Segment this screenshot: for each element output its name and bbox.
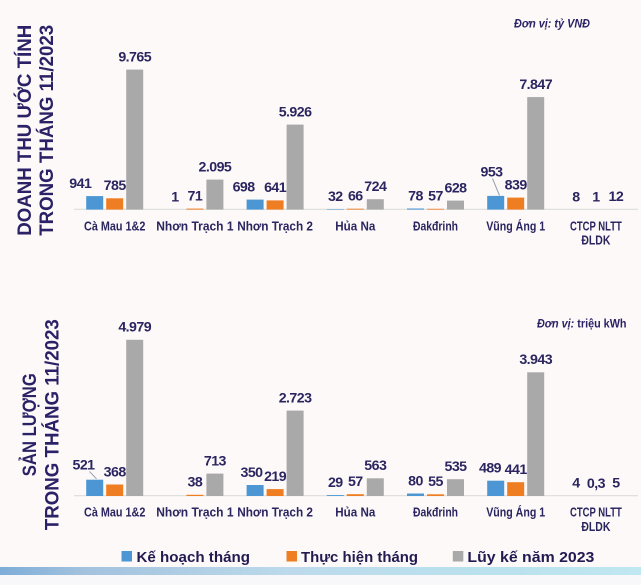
svg-text:12: 12 (609, 189, 624, 205)
svg-text:55: 55 (428, 474, 443, 490)
svg-text:57: 57 (348, 474, 363, 490)
svg-text:4.979: 4.979 (118, 320, 151, 336)
svg-text:TRONG THÁNG 11/2023: TRONG THÁNG 11/2023 (41, 319, 64, 530)
svg-text:ĐLDK: ĐLDK (581, 519, 610, 534)
svg-text:8: 8 (572, 189, 580, 205)
svg-text:Vũng Áng 1: Vũng Áng 1 (486, 505, 545, 520)
svg-text:941: 941 (69, 176, 92, 192)
svg-text:5.926: 5.926 (279, 104, 312, 120)
svg-text:219: 219 (264, 469, 287, 485)
svg-text:641: 641 (264, 180, 287, 196)
svg-text:32: 32 (328, 189, 343, 205)
svg-text:CTCP NLTT: CTCP NLTT (570, 505, 622, 520)
svg-text:Hủa Na: Hủa Na (335, 218, 376, 233)
svg-text:1: 1 (592, 189, 600, 205)
svg-text:Đơn vị: tỷ VNĐ: Đơn vị: tỷ VNĐ (514, 17, 590, 31)
svg-text:713: 713 (204, 453, 227, 469)
svg-text:Vũng Áng 1: Vũng Áng 1 (486, 218, 545, 233)
svg-text:Lũy kế năm 2023: Lũy kế năm 2023 (467, 549, 594, 566)
svg-text:9.765: 9.765 (118, 49, 151, 65)
svg-text:368: 368 (104, 464, 127, 480)
svg-text:Thực hiện tháng: Thực hiện tháng (301, 549, 418, 566)
svg-text:Đakđrinh: Đakđrinh (413, 505, 458, 520)
svg-text:TRONG THÁNG 11/2023: TRONG THÁNG 11/2023 (35, 25, 58, 236)
svg-text:535: 535 (444, 459, 467, 475)
svg-text:DOANH THU ƯỚC TÍNH: DOANH THU ƯỚC TÍNH (12, 25, 36, 236)
svg-text:Kế hoạch tháng: Kế hoạch tháng (137, 549, 251, 566)
svg-text:CTCP NLTT: CTCP NLTT (570, 218, 622, 233)
svg-text:Nhơn Trạch 2: Nhơn Trạch 2 (237, 218, 313, 233)
svg-text:839: 839 (505, 177, 528, 193)
svg-text:ĐLDK: ĐLDK (581, 233, 610, 248)
svg-text:29: 29 (328, 475, 343, 491)
svg-text:350: 350 (240, 465, 263, 481)
svg-text:2.723: 2.723 (279, 390, 312, 406)
svg-text:71: 71 (188, 188, 203, 204)
svg-text:953: 953 (480, 165, 503, 181)
svg-text:521: 521 (72, 458, 95, 474)
svg-text:Cà Mau 1&2: Cà Mau 1&2 (84, 218, 145, 233)
svg-text:Nhơn Trạch 1: Nhơn Trạch 1 (156, 218, 233, 233)
svg-text:489: 489 (479, 461, 502, 477)
svg-text:785: 785 (104, 178, 127, 194)
svg-text:563: 563 (364, 458, 387, 474)
svg-text:SẢN LƯỢNG: SẢN LƯỢNG (18, 373, 41, 476)
svg-text:Nhơn Trạch 1: Nhơn Trạch 1 (156, 505, 233, 520)
svg-text:2.095: 2.095 (199, 159, 232, 175)
svg-text:5: 5 (612, 476, 620, 492)
svg-text:441: 441 (505, 462, 528, 478)
svg-text:Hủa Na: Hủa Na (335, 505, 376, 520)
svg-text:Cà Mau 1&2: Cà Mau 1&2 (84, 505, 145, 520)
svg-text:Đơn vị: triệu kWh: Đơn vị: triệu kWh (537, 317, 627, 331)
svg-text:3.943: 3.943 (519, 352, 552, 368)
svg-text:7.847: 7.847 (519, 77, 552, 93)
svg-text:Đakđrinh: Đakđrinh (413, 218, 458, 233)
svg-text:57: 57 (428, 189, 443, 205)
svg-text:698: 698 (233, 179, 256, 195)
svg-text:724: 724 (364, 179, 387, 195)
svg-text:4: 4 (572, 476, 580, 492)
svg-text:38: 38 (188, 475, 203, 491)
svg-text:1: 1 (171, 189, 179, 205)
svg-text:66: 66 (348, 189, 363, 205)
svg-text:0,3: 0,3 (587, 476, 606, 492)
svg-text:Nhơn Trạch 2: Nhơn Trạch 2 (237, 505, 313, 520)
svg-text:78: 78 (408, 188, 423, 204)
svg-text:80: 80 (408, 473, 423, 489)
svg-text:628: 628 (444, 180, 467, 196)
